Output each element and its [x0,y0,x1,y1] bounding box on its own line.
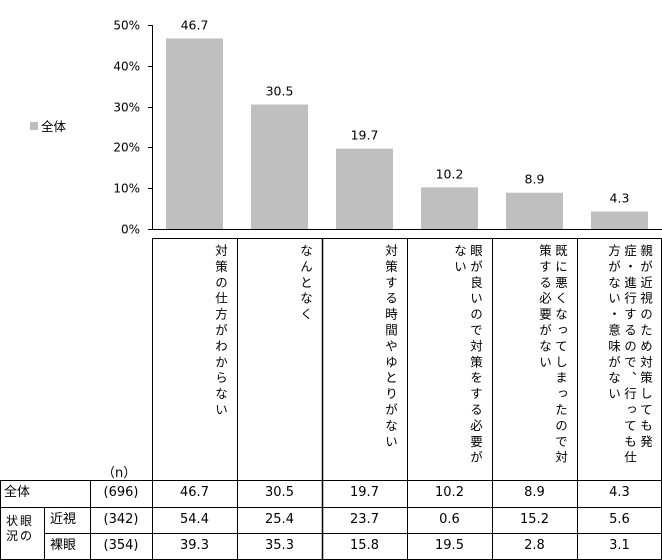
table-cell: 54.4 [180,512,209,527]
table-cell: 8.9 [524,485,545,500]
table-cell: 10.2 [435,485,464,500]
legend-swatch [30,121,38,130]
n-value: (342) [103,512,139,527]
eye-status-group-label: 状眼 況の [6,514,34,544]
table-cell: 3.1 [609,538,630,553]
table-cell: 15.8 [350,538,379,553]
legend-label: 全体 [41,119,67,134]
legend: 全体 [30,116,66,135]
bar [336,148,393,229]
table-cell: 35.3 [265,538,294,553]
row-label-myopia: 近視 [50,512,77,527]
category-label: 既に悪くなってしまったので対策する必要がない [537,244,568,467]
category-label-box: 眼が良いので対策をする必要がない [407,238,492,480]
category-label: なんとなく [298,244,313,324]
data-label: 8.9 [525,172,545,187]
table-cell: 2.8 [524,538,545,553]
table-cell: 23.7 [350,512,379,527]
y-tick-label: 10% [113,182,140,196]
table-cell: 0.6 [439,512,460,527]
category-label-box: 既に悪くなってしまったので対策する必要がない [492,238,577,480]
category-label: 眼が良いので対策をする必要がない [452,244,483,467]
table-cell: 19.5 [435,538,464,553]
bar [166,38,223,229]
table-cell: 5.6 [609,512,630,527]
bar [506,192,563,229]
data-label: 46.7 [181,17,209,32]
axis-layer: 0% 10% 20% 30% 40% 50% [113,19,662,237]
bars-layer: 46.7 30.5 19.7 10.2 8.9 4.3 [166,17,648,229]
y-tick-label: 50% [113,19,140,33]
table-cell: 39.3 [180,538,209,553]
y-tick-label: 0% [121,223,140,237]
group-label-line: 況の [6,529,35,543]
data-label: 30.5 [266,84,294,99]
y-tick-label: 20% [113,141,140,155]
group-label-line: 状眼 [6,514,35,528]
category-label-box: なんとなく [237,238,322,480]
category-label-box: 対策する時間やゆとりがない [322,238,407,480]
table-cell: 46.7 [180,485,209,500]
category-label: 対策する時間やゆとりがない [383,244,398,451]
data-label: 4.3 [610,190,630,205]
y-tick-label: 30% [113,101,140,115]
bar [591,211,648,229]
bar [421,187,478,229]
row-label-total: 全体 [4,485,31,500]
row-label-naked-eye: 裸眼 [50,538,77,553]
category-label-box: 親が近視のため対策しても発症・進行するので、行っても仕方がない・意味がない [577,238,662,480]
bar [251,104,308,229]
n-header: （n） [102,466,137,481]
table-cell: 19.7 [350,485,379,500]
table-cell: 25.4 [265,512,294,527]
n-value: (354) [103,538,139,553]
n-value: (696) [103,485,139,500]
table-cell: 30.5 [265,485,294,500]
y-tick-label: 40% [113,60,140,74]
table-cell: 4.3 [609,485,630,500]
category-label-box: 対策の仕方がわからない [152,238,237,480]
category-label: 親が近視のため対策しても発症・進行するので、行っても仕方がない・意味がない [606,244,653,467]
data-label: 19.7 [351,128,379,143]
category-label: 対策の仕方がわからない [213,244,228,419]
table-cell: 15.2 [520,512,549,527]
data-label: 10.2 [436,166,464,181]
